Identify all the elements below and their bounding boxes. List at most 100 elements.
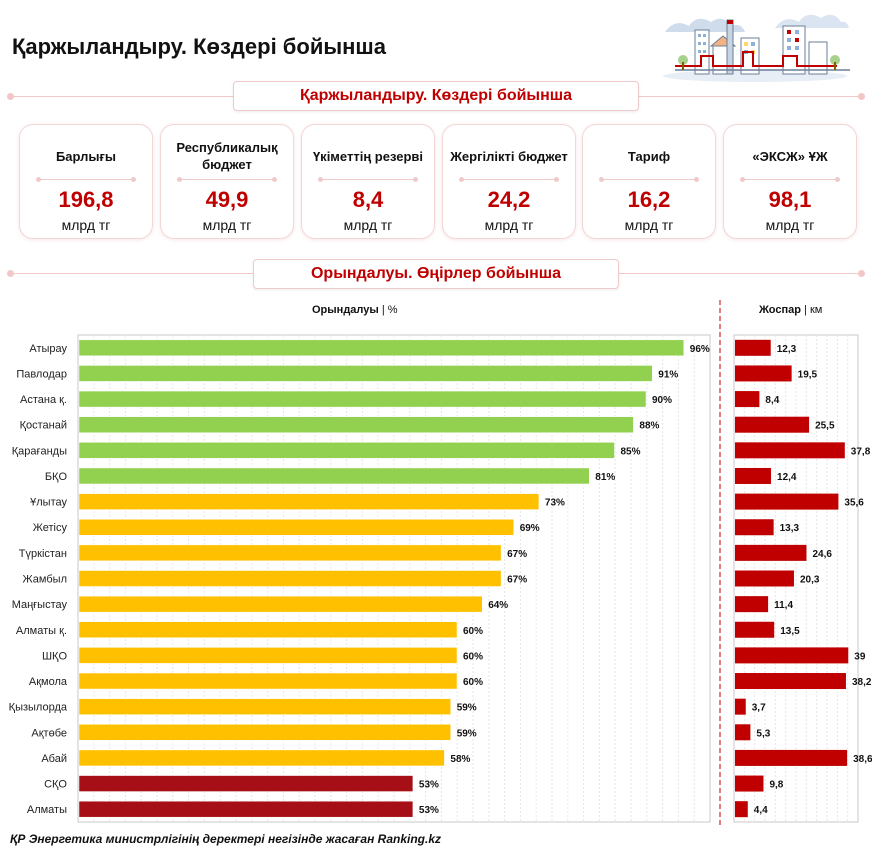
city-illustration-icon (663, 14, 850, 82)
completion-bar (78, 442, 615, 459)
completion-value-label: 90% (652, 395, 672, 406)
completion-value-label: 64% (488, 600, 508, 611)
plan-bar (735, 442, 845, 459)
completion-value-label: 88% (639, 421, 659, 432)
completion-bar (78, 390, 647, 408)
divider-dot (858, 270, 865, 277)
region-label: Атырау (29, 343, 67, 355)
completion-bar (78, 570, 502, 587)
completion-title-text: Орындалуы (312, 304, 379, 316)
funding-card-value: 98,1 (768, 187, 812, 212)
completion-bar (78, 800, 414, 818)
plan-bar (735, 519, 774, 536)
region-label: Жетісу (33, 522, 68, 534)
funding-card-separator (318, 177, 418, 182)
plan-bar (735, 391, 760, 408)
plan-value-label: 19,5 (798, 369, 818, 380)
completion-bar (78, 544, 502, 562)
plan-bar (735, 467, 772, 484)
completion-bar (78, 365, 653, 382)
region-label: Ақтөбе (31, 727, 67, 739)
funding-card-separator (177, 177, 277, 182)
funding-card-label: Үкіметтің резерві (312, 148, 424, 164)
completion-value-label: 81% (595, 472, 615, 483)
region-label: Қарағанды (12, 445, 67, 457)
completion-bar (78, 672, 458, 690)
divider-dot (858, 93, 865, 100)
plan-value-label: 38,6 (853, 754, 872, 765)
completion-bar (78, 416, 634, 433)
funding-card: «ЭКСЖ» ҰЖ 98,1 млрд тг (723, 124, 857, 239)
plan-value-label: 39 (854, 651, 866, 662)
funding-card-value: 16,2 (627, 187, 671, 212)
completion-title-separator: | (381, 304, 385, 316)
completion-value-label: 60% (463, 677, 483, 688)
divider-dot (7, 270, 14, 277)
plan-value-label: 5,3 (756, 728, 770, 739)
regions-bar-chart: Атырау 96% 12,3 Павлодар 91% 19,5 Астана қ. 90%… (9, 300, 872, 828)
funding-card-value: 49,9 (205, 187, 249, 212)
completion-bar (78, 493, 540, 510)
funding-card: Тариф 16,2 млрд тг (582, 124, 716, 239)
completion-bar (78, 467, 590, 485)
plan-value-label: 13,5 (780, 626, 800, 637)
funding-card-separator (740, 177, 840, 182)
plan-value-label: 38,2 (852, 677, 872, 688)
plan-bar (735, 801, 748, 818)
plan-title-text: Жоспар (759, 304, 801, 316)
completion-value-label: 96% (690, 344, 710, 355)
plan-bar (735, 673, 846, 690)
funding-card-unit: млрд тг (61, 217, 111, 233)
funding-card-separator (599, 177, 699, 182)
plan-bar (735, 339, 771, 356)
funding-card: Барлығы 196,8 млрд тг (19, 124, 153, 239)
region-label: Маңғыстау (12, 599, 68, 611)
page-title: Қаржыландыру. Көздері бойынша (12, 34, 386, 59)
funding-card-label: Барлығы (55, 148, 117, 164)
funding-section-header: Қаржыландыру. Көздері бойынша (233, 81, 639, 111)
funding-card: Республикалық бюджет 49,9 млрд тг (160, 124, 294, 239)
plan-value-label: 24,6 (812, 549, 832, 560)
funding-card-label: Республикалық бюджет (176, 140, 278, 172)
funding-card-unit: млрд тг (765, 217, 815, 233)
funding-card: Жергілікті бюджет 24,2 млрд тг (442, 124, 576, 239)
region-label: Қостанай (20, 420, 67, 432)
region-label: ШҚО (42, 650, 67, 662)
plan-bar (735, 416, 810, 433)
plan-bar (735, 724, 751, 741)
plan-value-label: 37,8 (851, 446, 871, 457)
plan-value-label: 11,4 (774, 600, 793, 611)
plan-bar (735, 647, 849, 664)
plan-bar (735, 621, 775, 638)
plan-bar (735, 596, 769, 613)
divider-dot (7, 93, 14, 100)
completion-bar (78, 595, 483, 613)
completion-bar (78, 518, 514, 536)
plan-value-label: 25,5 (815, 421, 835, 432)
plan-bar (735, 544, 807, 561)
plan-bar (735, 775, 764, 792)
funding-card-unit: млрд тг (202, 217, 252, 233)
completion-bar (78, 749, 445, 767)
completion-value-label: 58% (450, 754, 470, 765)
region-label: Алматы (27, 804, 67, 816)
completion-value-label: 69% (520, 523, 540, 534)
completion-column-title: Орындалуы | % (312, 304, 398, 316)
funding-card-separator (459, 177, 559, 182)
region-label: Ақмола (29, 676, 68, 688)
plan-value-label: 8,4 (765, 395, 779, 406)
plan-title-separator: | (804, 304, 807, 316)
plan-bar (735, 698, 746, 715)
completion-value-label: 59% (457, 728, 477, 739)
plan-bar (735, 365, 792, 382)
plan-title-unit: км (809, 304, 823, 316)
plan-value-label: 20,3 (800, 575, 820, 586)
plan-value-label: 12,3 (777, 344, 797, 355)
plan-bar (735, 749, 848, 766)
plan-bar (735, 570, 794, 587)
region-label: Жамбыл (23, 574, 67, 586)
source-note: ҚР Энергетика министрлігінің деректері н… (10, 832, 441, 846)
funding-card-label: Жергілікті бюджет (450, 148, 568, 164)
completion-bar (78, 647, 458, 664)
completion-value-label: 53% (419, 805, 439, 816)
